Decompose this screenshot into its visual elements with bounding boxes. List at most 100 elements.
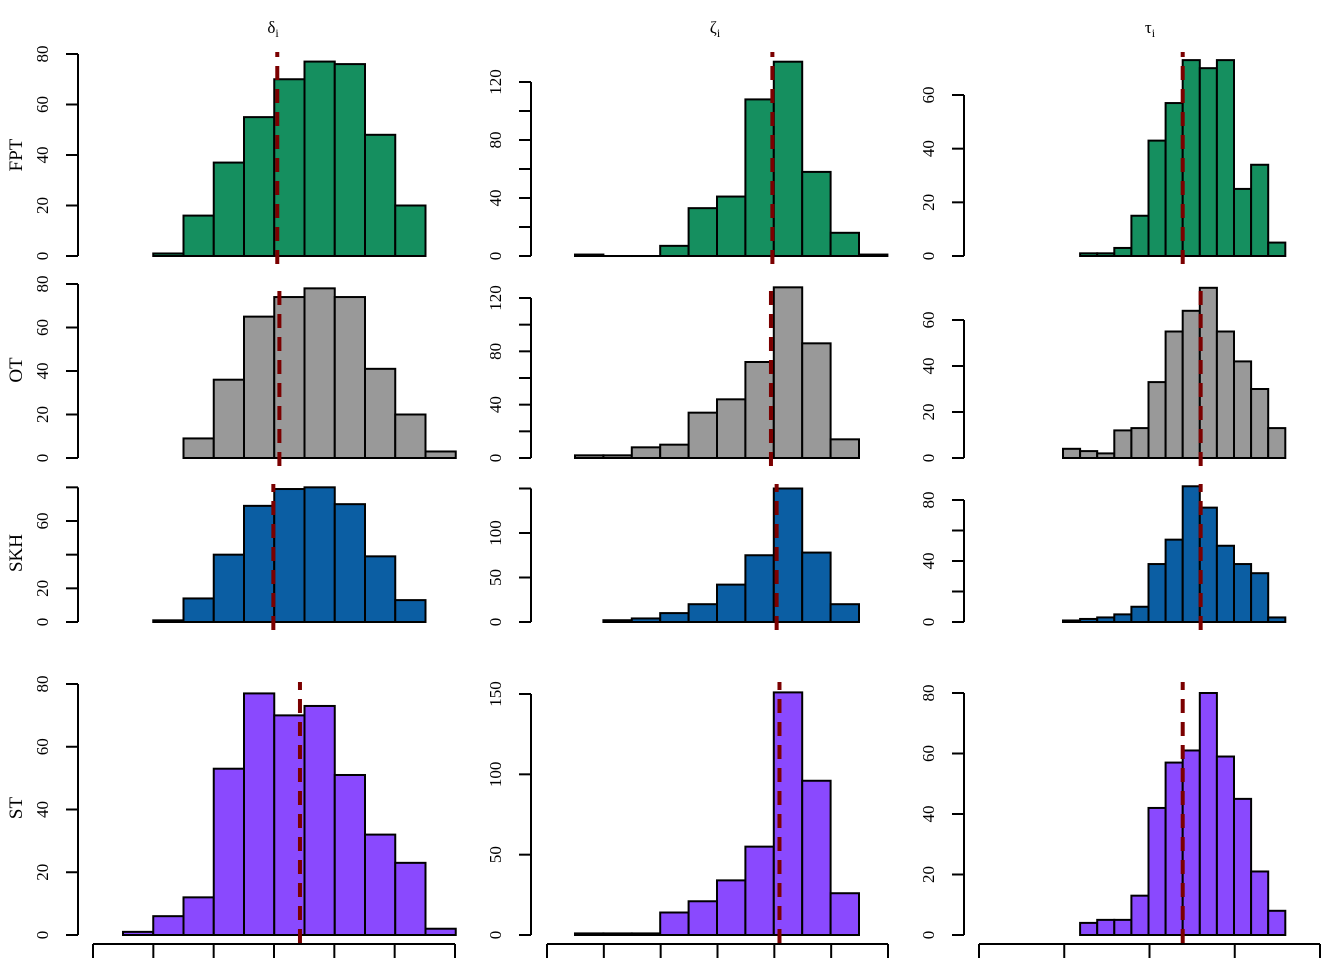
histogram-bar — [1079, 450, 1099, 460]
y-tick-label: 80 — [919, 685, 938, 702]
y-tick-label: 20 — [33, 406, 52, 423]
y-tick-label: 0 — [33, 931, 52, 940]
y-tick-label: 0 — [33, 618, 52, 627]
histogram-bar — [303, 287, 336, 459]
panel-st-2: 0 50 100 150 — [486, 681, 889, 958]
histogram-bar — [1062, 619, 1082, 623]
histogram-bar — [1147, 139, 1167, 257]
y-tick-label: 80 — [486, 343, 505, 360]
y-tick-label: 60 — [919, 745, 938, 762]
histogram-bar — [1181, 309, 1201, 459]
panel-st-1: 0 20 40 60 80 ST — [6, 676, 457, 958]
y-tick-label: 60 — [33, 738, 52, 755]
column-title-3: τi — [1145, 18, 1156, 40]
histogram-bar — [716, 195, 747, 258]
histogram-bar — [1113, 613, 1133, 623]
histogram-bar — [1096, 252, 1116, 257]
histogram-bar — [1267, 909, 1287, 936]
histogram-bar — [152, 252, 185, 258]
y-tick-label: 40 — [486, 396, 505, 413]
histogram-bar — [1147, 381, 1167, 460]
histogram-bar — [716, 879, 747, 937]
y-tick-label: 60 — [919, 312, 938, 329]
panel-ot-3: 0 20 40 60 — [919, 282, 1287, 466]
panel-ot-1: 0 20 40 60 80 OT — [6, 276, 457, 466]
panel-ot-2: 0 40 80 120 — [486, 282, 860, 466]
histogram-bar — [602, 619, 633, 623]
row-label-skh: SKH — [6, 534, 27, 572]
histogram-bar — [424, 927, 457, 936]
y-tick-label: 80 — [486, 132, 505, 149]
y-tick-label: 0 — [919, 618, 938, 627]
y-tick-label: 0 — [486, 454, 505, 463]
y-tick-label: 60 — [33, 319, 52, 336]
y-tick-label: 40 — [486, 190, 505, 207]
y-tick-label: 80 — [33, 276, 52, 293]
histogram-bar — [303, 486, 336, 624]
y-tick-label: 50 — [486, 846, 505, 863]
histogram-bar — [333, 296, 366, 459]
histogram-bar — [630, 617, 662, 624]
histogram-bar — [1079, 921, 1099, 937]
y-tick-label: 0 — [486, 252, 505, 261]
histogram-bar — [394, 861, 427, 937]
y-tick-label: 40 — [33, 801, 52, 818]
column-title-subscript: i — [275, 26, 279, 40]
histogram-bar — [716, 583, 747, 623]
histogram-bar — [574, 454, 605, 460]
histogram-bar — [1079, 252, 1099, 257]
histogram-bar — [1215, 59, 1236, 257]
histogram-bar — [1130, 214, 1150, 257]
y-tick-label: 40 — [33, 147, 52, 164]
y-tick-label: 60 — [33, 513, 52, 530]
panel-fpt-3: 0 20 40 60 — [919, 52, 1287, 264]
histogram-bar — [1181, 485, 1201, 623]
y-tick-label: 100 — [486, 520, 505, 546]
y-tick-label: 120 — [486, 285, 505, 311]
y-tick-label: 40 — [919, 806, 938, 823]
histogram-bar — [659, 612, 690, 623]
column-title-subscript: i — [717, 26, 721, 40]
panel-st-3: 0 20 40 60 80 — [919, 682, 1321, 958]
panel-skh-1: 0 20 60 SKH — [6, 484, 427, 630]
histogram-bar — [1130, 894, 1150, 936]
histogram-bar — [212, 767, 245, 937]
y-tick-label: 120 — [486, 69, 505, 95]
histogram-bar — [1130, 605, 1150, 623]
column-title-symbol: ζ — [710, 18, 717, 37]
histogram-bar — [364, 833, 397, 936]
histogram-bar — [1147, 806, 1167, 937]
histogram-bar — [1215, 544, 1236, 623]
histogram-bar — [152, 619, 185, 623]
histogram-bar — [1096, 616, 1116, 623]
histogram-bar — [1113, 918, 1133, 936]
column-title-symbol: δ — [267, 18, 275, 37]
histogram-bar — [1164, 538, 1184, 624]
histogram-bar — [574, 932, 605, 936]
y-tick-label: 20 — [33, 197, 52, 214]
y-tick-label: 20 — [919, 866, 938, 883]
histogram-bar — [1267, 427, 1287, 460]
y-tick-label: 0 — [919, 252, 938, 261]
y-tick-label: 150 — [486, 681, 505, 707]
histogram-bar — [1250, 572, 1270, 624]
histogram-bar — [182, 214, 215, 258]
histogram-bar — [182, 437, 215, 459]
histogram-bar — [1198, 692, 1218, 936]
histogram-bar — [687, 207, 718, 257]
y-tick-label: 40 — [919, 553, 938, 570]
histogram-bar — [1113, 429, 1133, 459]
histogram-bar — [1096, 452, 1116, 459]
histogram-bar — [1233, 797, 1253, 936]
column-title-subscript: i — [1152, 26, 1156, 40]
histogram-bar — [1164, 102, 1184, 257]
y-tick-label: 0 — [919, 454, 938, 463]
y-tick-label: 100 — [486, 762, 505, 788]
histogram-bar — [1267, 241, 1287, 257]
y-tick-label: 0 — [486, 618, 505, 627]
y-tick-label: 20 — [33, 580, 52, 597]
y-tick-label: 40 — [33, 363, 52, 380]
y-tick-label: 20 — [919, 404, 938, 421]
y-tick-label: 0 — [33, 252, 52, 261]
histogram-bar — [858, 253, 889, 258]
